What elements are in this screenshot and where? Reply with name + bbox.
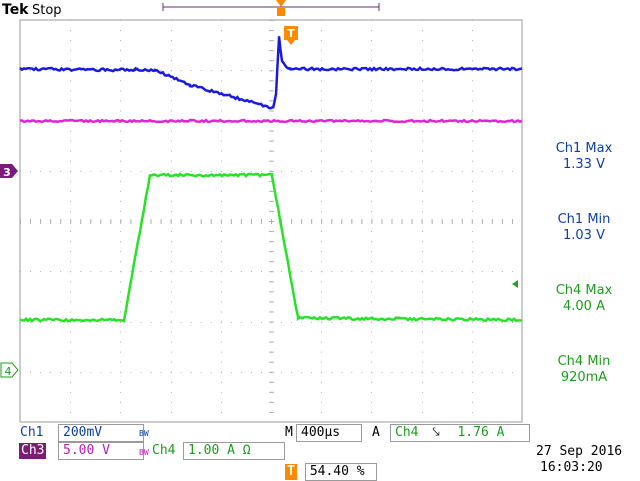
brand-logo: Tek: [2, 2, 29, 18]
measurement-ch1-max: Ch1 Max 1.33 V: [528, 141, 640, 173]
ch3-marker-label: 3: [3, 166, 11, 179]
trigger-position-marker[interactable]: T: [284, 26, 298, 45]
timebase-prefix: M: [285, 425, 293, 441]
measurement-label: Ch4 Min: [528, 354, 640, 370]
trigger-mode-label: A: [372, 425, 380, 440]
ch1-readout[interactable]: Ch1: [20, 425, 43, 441]
trigger-settings-box[interactable]: Ch4 ⤥ 1.76 A: [390, 424, 530, 442]
ch1-scale-box[interactable]: 200mV: [58, 424, 144, 442]
trigger-level-marker: [512, 280, 518, 288]
ch4-scale-box[interactable]: 1.00 A Ω: [183, 442, 285, 460]
measurement-label: Ch1 Min: [528, 212, 640, 228]
measurement-value: 920mA: [528, 370, 640, 386]
measurement-ch4-max: Ch4 Max 4.00 A: [528, 283, 640, 315]
ch3-waveform: [20, 120, 522, 122]
ch1-scale: 200mV: [63, 425, 102, 440]
ch4-marker-label: 4: [5, 365, 12, 378]
date: 27 Sep 2016: [536, 444, 622, 460]
measurement-value: 1.03 V: [528, 228, 640, 244]
ch4-waveform: [20, 174, 522, 321]
trigger-mode: A: [372, 425, 380, 441]
ch4-name: Ch4: [152, 443, 175, 458]
trigger-position-value: 54.40 %: [305, 463, 377, 481]
trigger-position-label: T: [287, 27, 295, 40]
ch4-ground-marker[interactable]: 4: [1, 363, 18, 378]
bw-indicator: BW: [139, 429, 149, 438]
timebase-scale: 400µs: [301, 425, 340, 440]
acquisition-state: Stop: [32, 3, 62, 18]
time: 16:03:20: [536, 460, 622, 476]
ch3-ground-marker[interactable]: 3: [0, 164, 18, 179]
ch4-readout[interactable]: Ch4: [152, 443, 175, 459]
trigger-position-icon: T: [285, 464, 297, 480]
trigger-source: Ch4: [395, 425, 418, 440]
graticule-ticks: [20, 20, 513, 413]
date-time: 27 Sep 2016 16:03:20: [536, 444, 622, 476]
ch3-scale-box[interactable]: 5.00 V: [58, 442, 144, 460]
ch3-bw-limit: BW: [139, 445, 149, 461]
measurement-ch4-min: Ch4 Min 920mA: [528, 354, 640, 386]
falling-edge-icon: ⤥: [432, 425, 439, 440]
timebase-mode: M: [285, 425, 293, 440]
ch3-readout[interactable]: Ch3: [19, 443, 46, 459]
ch1-name: Ch1: [20, 425, 43, 440]
record-position-bar: [163, 0, 379, 16]
ch1-bw-limit: BW: [139, 426, 149, 442]
ch3-scale: 5.00 V: [63, 443, 110, 458]
measurement-label: Ch1 Max: [528, 141, 640, 157]
measurement-ch1-min: Ch1 Min 1.03 V: [528, 212, 640, 244]
ch3-name: Ch3: [21, 443, 44, 458]
bw-indicator: BW: [139, 448, 149, 457]
measurement-value: 1.33 V: [528, 157, 640, 173]
measurement-label: Ch4 Max: [528, 283, 640, 299]
timebase-scale-box[interactable]: 400µs: [296, 424, 362, 442]
trigger-position-readout[interactable]: T 54.40 %: [285, 463, 377, 481]
ch4-scale: 1.00 A Ω: [188, 443, 251, 458]
trigger-level: 1.76 A: [457, 425, 504, 440]
measurement-value: 4.00 A: [528, 299, 640, 315]
ch1-waveform: [20, 36, 522, 108]
